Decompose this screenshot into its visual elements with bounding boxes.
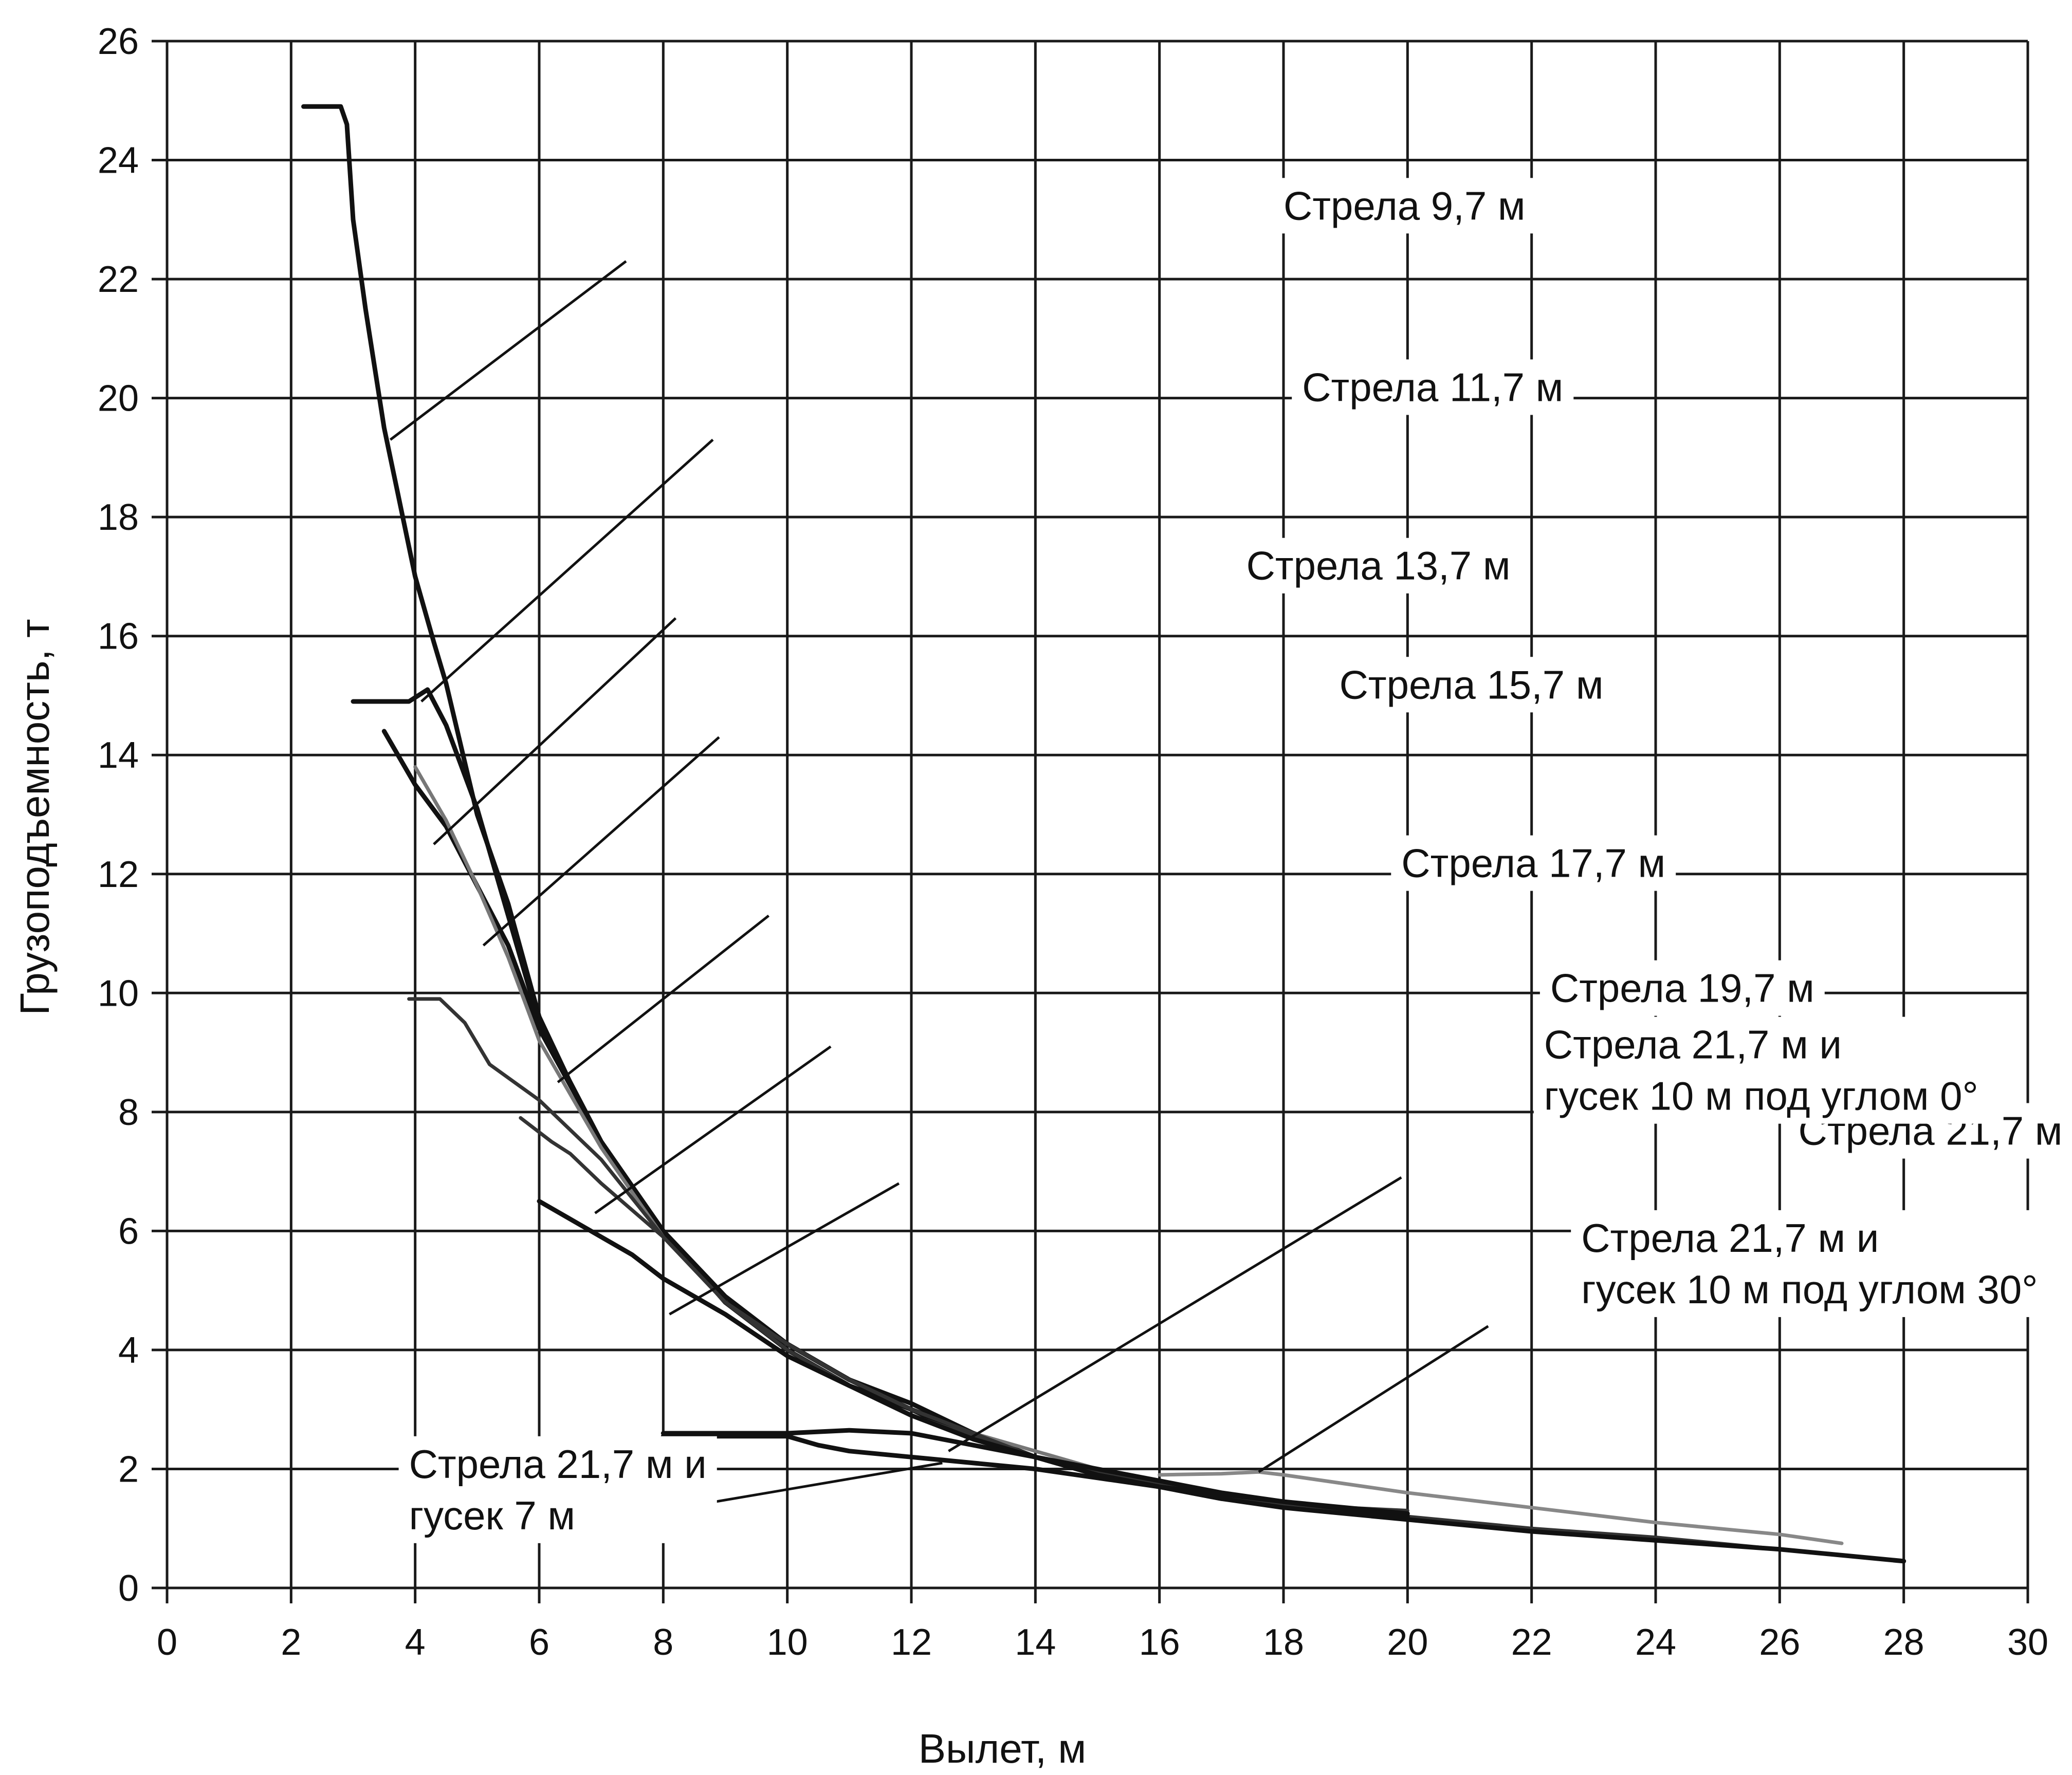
y-tick-label: 4 — [118, 1330, 139, 1371]
x-tick-label: 0 — [157, 1622, 177, 1663]
annotation-line: Стрела 19,7 м — [1550, 966, 1814, 1011]
annotation-line: Стрела 21,7 м и — [1544, 1022, 1842, 1067]
annotation-text: Стрела 21,7 м и гусек 10 м под углом 30° — [1581, 1215, 2038, 1312]
annotation-3: Стрела 13,7 м — [1236, 538, 1521, 594]
y-tick-label: 22 — [98, 259, 139, 300]
annotation-leader-9 — [1258, 1325, 1489, 1473]
annotation-2: Стрела 11,7 м — [1292, 359, 1574, 415]
annotation-line: Стрела 21,7 м и — [1581, 1215, 1879, 1261]
annotation-line: Стрела 13,7 м — [1246, 543, 1511, 588]
x-tick-label: 28 — [1883, 1622, 1924, 1663]
y-tick-label: 8 — [118, 1092, 139, 1133]
annotation-leader-3 — [433, 617, 677, 845]
annotation-background — [1329, 657, 1614, 713]
load-curves — [301, 104, 1906, 1564]
annotation-leader-7 — [669, 1182, 900, 1316]
x-tick-label: 22 — [1511, 1622, 1552, 1663]
x-tick-label: 8 — [653, 1622, 673, 1663]
y-tick-label: 6 — [118, 1211, 139, 1252]
annotation-leader-5 — [557, 914, 770, 1083]
x-tick-label: 6 — [529, 1622, 549, 1663]
y-tick-label: 14 — [98, 735, 139, 776]
annotation-line: Стрела 15,7 м — [1340, 662, 1604, 707]
annotation-background — [1391, 835, 1676, 891]
series-annotations: Стрела 9,7 м Стрела 11,7 м Стрела 13,7 м Ст… — [389, 178, 2072, 1543]
x-tick-label: 12 — [891, 1622, 932, 1663]
annotation-leader-6 — [594, 1045, 832, 1214]
y-axis-title: Грузоподъемность, т — [12, 619, 58, 1015]
series-line-9 — [1158, 1470, 1844, 1545]
x-tick-label: 26 — [1759, 1622, 1800, 1663]
annotation-text: Стрела 11,7 м — [1302, 364, 1563, 410]
x-tick-label: 2 — [281, 1622, 301, 1663]
annotation-line: Стрела 9,7 м — [1283, 183, 1526, 228]
annotation-leader-1 — [389, 260, 627, 441]
x-tick-label: 4 — [405, 1622, 426, 1663]
x-tick-label: 30 — [2007, 1622, 2048, 1663]
annotation-4: Стрела 15,7 м — [1329, 657, 1614, 713]
y-tick-label: 20 — [98, 378, 139, 419]
annotation-line: Стрела 21,7 м и — [409, 1441, 707, 1487]
annotation-line: Стрела 17,7 м — [1401, 841, 1665, 886]
y-tick-label: 16 — [98, 616, 139, 657]
annotation-leader-8 — [948, 1176, 1402, 1452]
annotation-line: гусек 10 м под углом 30° — [1581, 1267, 2038, 1312]
annotation-background — [1292, 359, 1574, 415]
annotation-line: Стрела 11,7 м — [1302, 364, 1563, 410]
annotation-background — [1539, 960, 1825, 1016]
annotation-text: Стрела 9,7 м — [1283, 183, 1526, 228]
x-tick-label: 16 — [1139, 1622, 1180, 1663]
annotation-9: Стрела 21,7 м и гусек 10 м под углом 30° — [1571, 1210, 2048, 1317]
y-tick-label: 0 — [118, 1568, 139, 1609]
annotation-background — [1533, 1016, 1989, 1124]
y-tick-label: 2 — [118, 1449, 139, 1490]
annotation-1: Стрела 9,7 м — [1273, 178, 1536, 234]
series-line-7 — [537, 1199, 1906, 1564]
annotation-text: Стрела 19,7 м — [1550, 966, 1814, 1011]
annotation-background — [398, 1436, 717, 1543]
x-tick-label: 20 — [1387, 1622, 1428, 1663]
annotation-text: Стрела 13,7 м — [1246, 543, 1511, 588]
x-tick-label: 14 — [1015, 1622, 1056, 1663]
annotation-leader-2 — [420, 438, 714, 702]
annotation-background — [1571, 1210, 2048, 1317]
x-tick-label: 24 — [1635, 1622, 1676, 1663]
annotation-line: гусек 7 м — [409, 1493, 575, 1538]
annotation-5: Стрела 17,7 м — [1391, 835, 1676, 891]
annotation-8: Стрела 21,7 м и гусек 10 м под углом 0° — [1533, 1016, 1989, 1124]
annotation-background — [1273, 178, 1536, 234]
annotation-text: Стрела 15,7 м — [1340, 662, 1604, 707]
annotation-6: Стрела 19,7 м — [1539, 960, 1825, 1016]
y-tick-label: 12 — [98, 854, 139, 895]
x-axis-title: Вылет, м — [919, 1726, 1087, 1771]
annotation-text: Стрела 21,7 м и гусек 7 м — [409, 1441, 707, 1538]
y-tick-label: 26 — [98, 21, 139, 62]
tick-labels: 0 2 4 6 8 10 12 14 16 18 20 22 24 26 28 300246810121416… — [98, 21, 2048, 1663]
x-tick-label: 18 — [1263, 1622, 1304, 1663]
y-tick-label: 18 — [98, 497, 139, 538]
annotation-10: Стрела 21,7 м и гусек 7 м — [398, 1436, 717, 1543]
y-tick-label: 24 — [98, 140, 139, 181]
x-tick-label: 10 — [767, 1622, 808, 1663]
annotation-background — [1236, 538, 1521, 594]
annotation-leader-4 — [482, 736, 720, 947]
y-tick-label: 10 — [98, 973, 139, 1014]
annotation-text: Стрела 17,7 м — [1401, 841, 1665, 886]
series-line-10 — [661, 1434, 1410, 1519]
annotation-line: гусек 10 м под углом 0° — [1544, 1074, 1978, 1119]
annotation-text: Стрела 21,7 м и гусек 10 м под углом 0° — [1544, 1022, 1978, 1119]
